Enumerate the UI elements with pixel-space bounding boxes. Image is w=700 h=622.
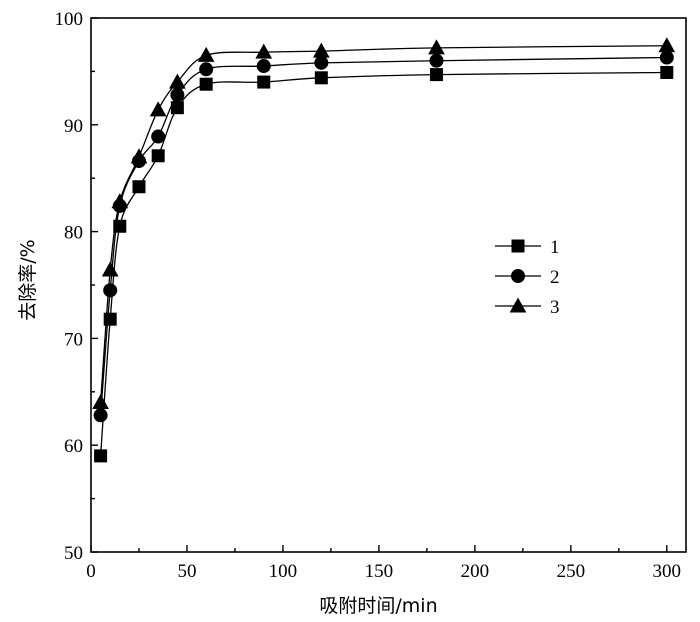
x-axis-title: 吸附时间/min bbox=[319, 595, 437, 617]
series-2-line bbox=[99, 56, 667, 416]
x-tick-label: 200 bbox=[461, 561, 490, 582]
series-3 bbox=[92, 37, 676, 409]
series-1-point bbox=[660, 65, 674, 79]
series-3-point bbox=[658, 37, 676, 53]
series-2-point bbox=[429, 53, 444, 68]
series-2-point bbox=[659, 50, 674, 65]
series-3-point bbox=[92, 393, 109, 409]
series-3-point bbox=[130, 148, 148, 164]
series-1-point bbox=[132, 180, 146, 194]
series-1-point bbox=[151, 149, 165, 163]
legend-label: 3 bbox=[550, 297, 560, 318]
series-3-point bbox=[428, 39, 445, 55]
x-tick-label: 50 bbox=[177, 561, 196, 582]
legend-marker bbox=[509, 297, 527, 313]
y-tick-label: 60 bbox=[64, 436, 83, 457]
legend: 1 2 3 bbox=[495, 237, 560, 318]
series-3-point bbox=[111, 193, 129, 209]
series-1-point bbox=[257, 75, 271, 89]
legend-label: 2 bbox=[550, 267, 560, 288]
series-layer bbox=[92, 37, 676, 463]
y-tick-label: 90 bbox=[64, 116, 83, 137]
series-3-point bbox=[197, 46, 215, 62]
series-1-point bbox=[314, 71, 328, 85]
x-tick-label: 250 bbox=[557, 561, 586, 582]
legend-marker bbox=[511, 239, 525, 253]
series-3-point bbox=[149, 101, 167, 117]
series-1-line bbox=[99, 71, 667, 456]
series-3-line bbox=[99, 45, 667, 403]
series-3-point bbox=[101, 261, 119, 277]
y-tick-label: 50 bbox=[64, 543, 83, 564]
series-2-point bbox=[93, 408, 108, 423]
series-1 bbox=[94, 65, 674, 463]
legend-item-3: 3 bbox=[495, 297, 560, 318]
series-2-point bbox=[256, 59, 271, 74]
x-tick-label: 100 bbox=[269, 561, 298, 582]
series-1-point bbox=[199, 77, 213, 91]
series-2-point bbox=[170, 87, 185, 102]
series-3-point bbox=[169, 73, 186, 89]
series-2-point bbox=[314, 55, 329, 70]
x-tick-label: 300 bbox=[653, 561, 682, 582]
series-2-point bbox=[199, 62, 214, 77]
y-axis-title: 去除率/% bbox=[17, 239, 39, 320]
y-tick-label: 80 bbox=[64, 223, 83, 244]
series-1-point bbox=[429, 68, 443, 82]
legend-item-2: 2 bbox=[495, 267, 560, 288]
series-3-point bbox=[312, 42, 330, 58]
y-tick-label: 70 bbox=[64, 329, 83, 350]
legend-item-1: 1 bbox=[495, 237, 560, 258]
series-2-point bbox=[103, 283, 118, 298]
legend-label: 1 bbox=[550, 237, 560, 258]
series-1-point bbox=[94, 449, 108, 463]
series-2-point bbox=[151, 129, 166, 144]
x-tick-label: 0 bbox=[86, 561, 96, 582]
x-tick-label: 150 bbox=[365, 561, 394, 582]
series-3-point bbox=[255, 43, 273, 59]
y-tick-label: 100 bbox=[55, 9, 84, 30]
legend-marker bbox=[511, 269, 525, 283]
